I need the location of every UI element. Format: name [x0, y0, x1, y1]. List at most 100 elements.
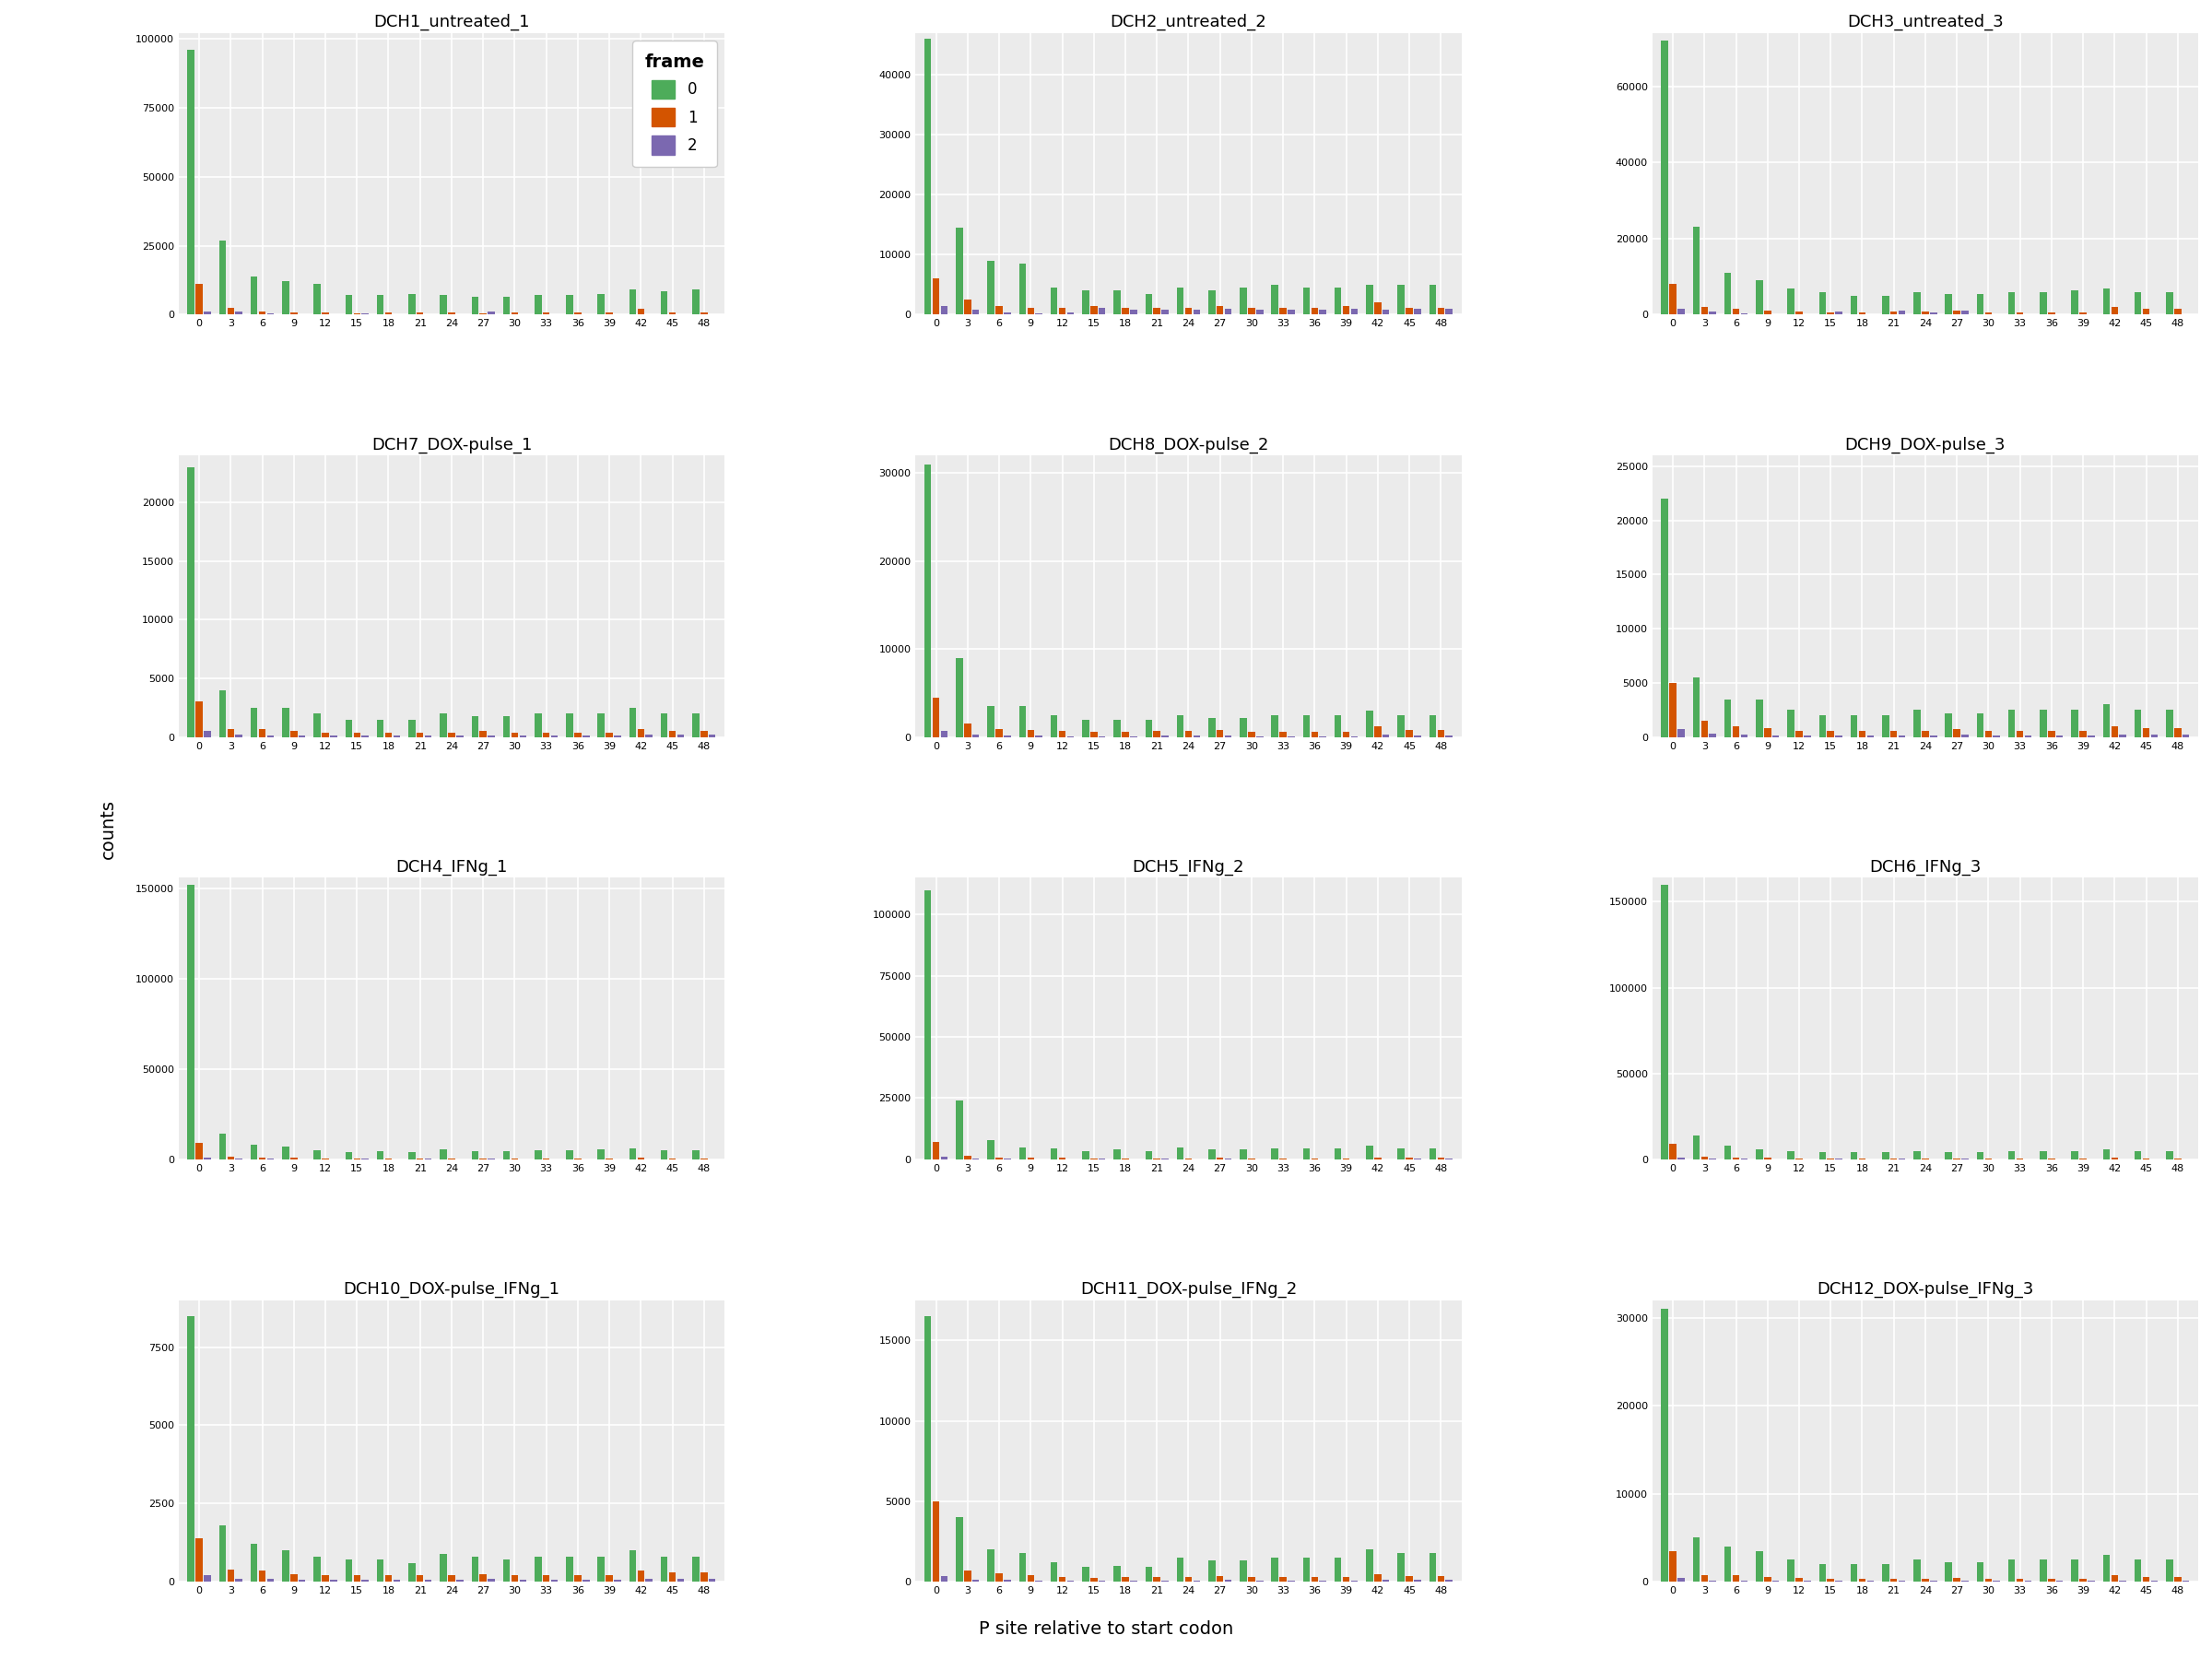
Bar	[995, 305, 1002, 315]
Bar	[1438, 730, 1444, 737]
Bar	[1026, 730, 1035, 737]
Bar	[195, 1143, 204, 1160]
Bar	[2110, 307, 2119, 315]
Bar	[1367, 1146, 1374, 1160]
Bar	[480, 1574, 487, 1581]
Bar	[1334, 1148, 1340, 1160]
Bar	[1099, 307, 1106, 315]
Bar	[1827, 1579, 1834, 1581]
Bar	[1382, 1579, 1389, 1581]
Bar	[964, 1571, 971, 1581]
Bar	[228, 1569, 234, 1581]
Bar	[345, 1151, 352, 1160]
Bar	[1272, 715, 1279, 737]
Bar	[1208, 718, 1214, 737]
Bar	[1858, 312, 1865, 315]
Bar	[1447, 309, 1453, 315]
Title: DCH11_DOX-pulse_IFNg_2: DCH11_DOX-pulse_IFNg_2	[1079, 1281, 1296, 1297]
Bar	[1898, 310, 1905, 315]
Bar	[542, 732, 551, 737]
Bar	[1670, 1551, 1677, 1581]
Bar	[1217, 1576, 1223, 1581]
Bar	[1931, 314, 1938, 315]
Bar	[668, 1573, 677, 1581]
Bar	[1192, 309, 1201, 315]
Bar	[646, 1579, 653, 1581]
Bar	[323, 732, 330, 737]
Bar	[385, 314, 392, 315]
Bar	[2110, 1158, 2119, 1160]
Bar	[1429, 1553, 1436, 1581]
Bar	[1891, 730, 1898, 737]
Bar	[987, 260, 995, 315]
Bar	[925, 465, 931, 737]
Bar	[1827, 730, 1834, 737]
Bar	[987, 1140, 995, 1160]
Bar	[1146, 1151, 1152, 1160]
Bar	[1851, 1153, 1858, 1160]
Bar	[1241, 287, 1248, 315]
Title: DCH2_untreated_2: DCH2_untreated_2	[1110, 13, 1267, 30]
Bar	[1710, 312, 1717, 315]
Bar	[2166, 292, 2172, 315]
Bar	[1303, 1558, 1310, 1581]
Bar	[646, 735, 653, 737]
Bar	[385, 732, 392, 737]
Bar	[1272, 1558, 1279, 1581]
Bar	[440, 713, 447, 737]
Bar	[2039, 1151, 2046, 1160]
Bar	[204, 732, 210, 737]
Bar	[708, 735, 717, 737]
Bar	[701, 312, 708, 315]
Bar	[2166, 710, 2172, 737]
Bar	[2017, 1579, 2024, 1581]
Bar	[511, 314, 518, 315]
Bar	[1051, 287, 1057, 315]
Bar	[1661, 499, 1668, 737]
Bar	[1334, 715, 1340, 737]
Bar	[933, 697, 940, 737]
Bar	[637, 728, 644, 737]
Bar	[1208, 1561, 1214, 1581]
Bar	[566, 1150, 573, 1160]
Bar	[2104, 1150, 2110, 1160]
Bar	[1367, 285, 1374, 315]
Bar	[2119, 735, 2126, 737]
Bar	[1891, 312, 1898, 315]
Bar	[2104, 1554, 2110, 1581]
Bar	[692, 1150, 699, 1160]
Bar	[542, 1576, 551, 1581]
Bar	[345, 295, 352, 315]
Bar	[1677, 309, 1686, 315]
Bar	[1091, 305, 1097, 315]
Bar	[940, 1156, 947, 1160]
Bar	[1796, 312, 1803, 315]
Bar	[456, 1579, 462, 1581]
Bar	[2183, 735, 2190, 737]
Bar	[228, 1156, 234, 1160]
Bar	[2104, 705, 2110, 737]
Bar	[1438, 1576, 1444, 1581]
Bar	[1756, 698, 1763, 737]
Bar	[314, 284, 321, 315]
Bar	[449, 1576, 456, 1581]
Bar	[1146, 294, 1152, 315]
Bar	[1186, 732, 1192, 737]
Bar	[1818, 1153, 1825, 1160]
Bar	[1701, 307, 1708, 315]
Bar	[535, 713, 542, 737]
Bar	[1382, 309, 1389, 315]
Bar	[1763, 1578, 1772, 1581]
Bar	[502, 717, 511, 737]
Bar	[575, 1576, 582, 1581]
Bar	[330, 1579, 336, 1581]
Bar	[440, 1553, 447, 1581]
Bar	[1186, 307, 1192, 315]
Bar	[471, 297, 478, 315]
Bar	[701, 1573, 708, 1581]
Bar	[1407, 1576, 1413, 1581]
Bar	[1891, 1579, 1898, 1581]
Bar	[219, 241, 226, 315]
Bar	[1367, 1550, 1374, 1581]
Bar	[1953, 1578, 1960, 1581]
